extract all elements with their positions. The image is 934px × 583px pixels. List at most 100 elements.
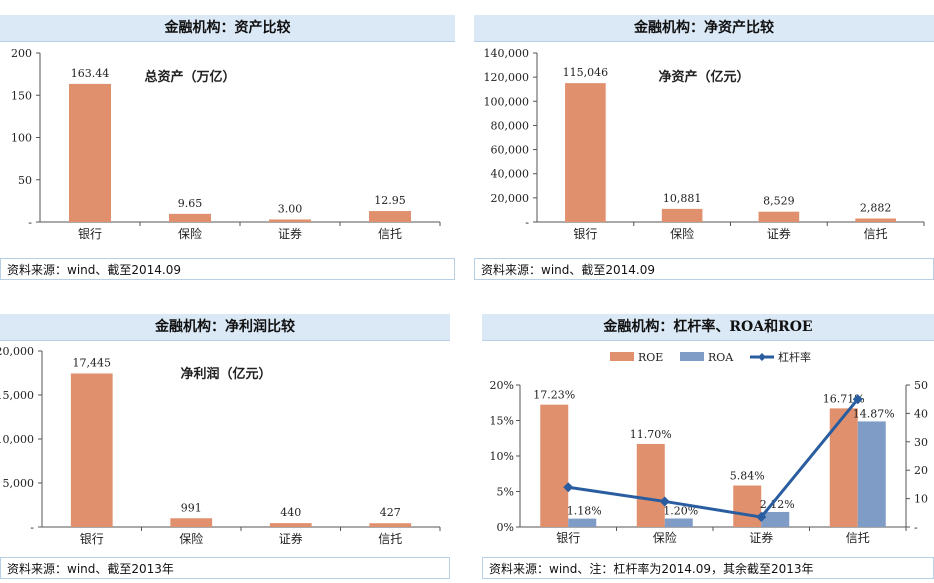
- y-tick-label: 0%: [497, 521, 514, 534]
- leverage-point: [756, 512, 767, 523]
- y-tick-label: -: [525, 216, 529, 229]
- y-tick-label: 10%: [490, 450, 514, 463]
- x-tick-label: 保险: [179, 531, 203, 546]
- roe-bar: [636, 443, 665, 527]
- source-note: 资料来源：wind、截至2014.09: [0, 258, 455, 280]
- y2-tick-label: 10: [914, 493, 928, 506]
- x-tick-label: 银行: [80, 532, 104, 546]
- panel-leverage-roa-roe: 金融机构：杠杆率、ROA和ROE 0% 5% 10% 15% 20% - 10 20 30 40 5…: [482, 314, 934, 580]
- legend-swatch: [610, 352, 634, 361]
- y2-tick-label: 50: [914, 379, 928, 392]
- data-label: 10,881: [663, 192, 702, 205]
- leverage-line: [568, 398, 859, 519]
- roe-bar: [733, 485, 762, 527]
- roa-bar: [568, 518, 597, 527]
- data-label: 2,882: [860, 202, 892, 215]
- total-assets-chart: - 50 100 150 200 163.44 银行 9.65 保险 3.00 证券 12.95 信托 总…: [11, 47, 441, 241]
- y-tick-label: -: [30, 521, 34, 534]
- y-tick-label: 5%: [497, 486, 514, 499]
- bar: [369, 211, 411, 222]
- panel-total-assets: 金融机构：资产比较 - 50 100 150 200 163.44 银行 9.65 保险 3.00…: [0, 15, 455, 281]
- bar: [169, 213, 211, 222]
- roa-data-label: 14.87%: [853, 407, 895, 420]
- panel-title: 金融机构：净资产比较: [474, 15, 934, 42]
- y-tick-label: 150: [11, 89, 32, 102]
- x-tick-label: 证券: [279, 531, 303, 546]
- roa-bar: [761, 511, 790, 527]
- roa-data-label: 1.20%: [663, 504, 698, 517]
- x-tick-label: 证券: [749, 530, 773, 545]
- y-tick-label: 120,000: [484, 71, 530, 84]
- y-tick-label: 40,000: [491, 168, 530, 181]
- panel-net-profit: 金融机构：净利润比较 - 5,000 10,000 15,000 20,000 17,44…: [0, 314, 450, 580]
- legend-label: ROE: [638, 351, 663, 364]
- bar: [565, 83, 606, 222]
- chart-annotation: 总资产（万亿）: [144, 69, 235, 85]
- source-note: 资料来源：wind、截至2013年: [0, 557, 450, 579]
- roa-bar: [664, 518, 693, 527]
- y-tick-label: 80,000: [491, 119, 530, 132]
- y-tick-label: 20%: [490, 379, 514, 392]
- data-label: 991: [181, 501, 202, 514]
- y-tick-label: -: [28, 216, 32, 229]
- chart-annotation: 净资产（亿元）: [658, 69, 749, 85]
- legend-marker: [758, 353, 766, 361]
- bar: [369, 523, 412, 527]
- chart-annotation: 净利润（亿元）: [180, 366, 271, 382]
- source-note: 资料来源：wind、注：杠杆率为2014.09，其余截至2013年: [482, 557, 934, 579]
- y-tick-label: 20,000: [491, 192, 530, 205]
- y-tick-label: 20,000: [0, 345, 34, 358]
- legend-swatch: [680, 352, 704, 361]
- leverage-point: [852, 394, 863, 405]
- panel-title: 金融机构：净利润比较: [0, 314, 450, 341]
- bar: [855, 218, 896, 222]
- x-tick-label: 保险: [653, 530, 677, 545]
- legend-label: ROA: [708, 351, 734, 364]
- y-tick-label: 15,000: [0, 389, 34, 402]
- data-label: 163.44: [71, 67, 110, 80]
- source-note: 资料来源：wind、截至2014.09: [474, 258, 934, 280]
- panel-title: 金融机构：资产比较: [0, 15, 455, 42]
- x-tick-label: 证券: [278, 226, 302, 241]
- leverage-roa-roe-chart: 0% 5% 10% 15% 20% - 10 20 30 40 50 17.23% 1.18% 银行 11.…: [490, 350, 928, 545]
- bar: [758, 211, 800, 222]
- data-label: 3.00: [278, 202, 303, 215]
- x-tick-label: 银行: [78, 227, 102, 241]
- data-label: 8,529: [763, 195, 795, 208]
- x-tick-label: 保险: [178, 226, 202, 241]
- x-tick-label: 信托: [378, 532, 402, 546]
- roe-data-label: 5.84%: [730, 470, 765, 483]
- y2-tick-label: 40: [914, 407, 928, 420]
- net-assets-chart: - 20,000 40,000 60,000 80,000 100,000 120,000 1…: [484, 47, 925, 241]
- data-label: 427: [380, 506, 401, 519]
- x-tick-label: 保险: [670, 226, 694, 241]
- y-tick-label: 100: [11, 132, 32, 145]
- x-tick-label: 信托: [846, 531, 870, 545]
- bar: [170, 518, 213, 527]
- roe-data-label: 17.23%: [533, 389, 575, 402]
- y-tick-label: 100,000: [484, 95, 530, 108]
- legend-label: 杠杆率: [778, 350, 811, 364]
- bar: [661, 208, 703, 222]
- bar: [69, 83, 111, 222]
- y2-tick-label: -: [914, 521, 918, 534]
- roa-data-label: 2.12%: [760, 498, 795, 511]
- y-tick-label: 60,000: [491, 144, 530, 157]
- y-tick-label: 10,000: [0, 433, 34, 446]
- roa-data-label: 1.18%: [567, 505, 602, 518]
- x-tick-label: 信托: [864, 227, 888, 241]
- net-profit-chart: - 5,000 10,000 15,000 20,000 17,445 银行 991 保险 440…: [0, 345, 441, 546]
- x-tick-label: 证券: [767, 226, 791, 241]
- data-label: 440: [280, 506, 301, 519]
- data-label: 12.95: [374, 194, 406, 207]
- x-tick-label: 银行: [556, 531, 580, 545]
- roe-bar: [540, 404, 569, 527]
- leverage-point: [659, 496, 670, 507]
- roa-bar: [857, 421, 886, 527]
- y2-tick-label: 20: [914, 464, 928, 477]
- panel-net-assets: 金融机构：净资产比较 - 20,000 40,000 60,000 80,000 100,…: [474, 15, 934, 281]
- panel-title: 金融机构：杠杆率、ROA和ROE: [482, 314, 934, 341]
- x-tick-label: 信托: [378, 227, 402, 241]
- data-label: 115,046: [563, 66, 609, 79]
- y-tick-label: 200: [11, 47, 32, 60]
